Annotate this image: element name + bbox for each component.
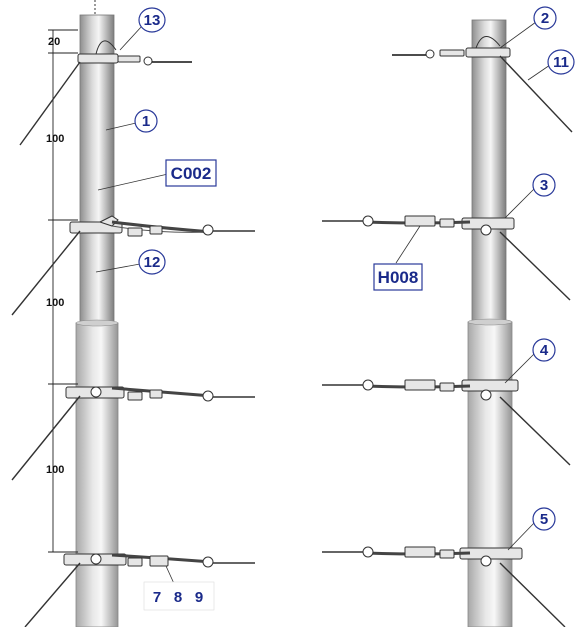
callout-7: 7 bbox=[153, 589, 161, 606]
right-pole bbox=[467, 19, 513, 627]
right-crossarm-2 bbox=[322, 379, 519, 401]
left-guy-wire-3 bbox=[24, 562, 81, 627]
label-box-c002: C002 bbox=[165, 159, 217, 187]
dimension-spacing-3: 100 bbox=[46, 464, 64, 476]
dimension-spacing-2: 100 bbox=[46, 297, 64, 309]
callout-1: 1 bbox=[134, 109, 158, 133]
svg-text:2: 2 bbox=[541, 10, 549, 27]
left-pole-joint bbox=[75, 319, 119, 327]
callout-4: 4 bbox=[532, 338, 556, 362]
right-top-bracket bbox=[392, 36, 511, 59]
right-pole-lower-section bbox=[467, 321, 513, 627]
left-guy-wire-2 bbox=[11, 395, 81, 481]
right-guy-wire-2 bbox=[499, 396, 571, 466]
right-guy-wire-3 bbox=[499, 562, 566, 627]
callout-13: 13 bbox=[138, 7, 166, 33]
label-box-h008: H008 bbox=[373, 263, 423, 291]
callout-11: 11 bbox=[547, 49, 575, 75]
callout-12: 12 bbox=[138, 249, 166, 275]
svg-text:4: 4 bbox=[540, 342, 549, 359]
svg-text:13: 13 bbox=[144, 12, 161, 29]
right-pole-joint bbox=[467, 318, 513, 326]
right-guy-wire-1 bbox=[499, 231, 571, 301]
left-crossarm-2 bbox=[65, 386, 255, 402]
right-crossarm-3 bbox=[322, 546, 523, 567]
callout-2: 2 bbox=[533, 6, 557, 30]
left-crossarm-3 bbox=[63, 553, 255, 568]
right-guy-wire-top bbox=[499, 55, 573, 133]
left-guy-wire-1 bbox=[11, 230, 81, 316]
dimension-top-offset: 20 bbox=[48, 36, 60, 48]
left-guy-wire-top bbox=[19, 61, 81, 146]
svg-text:11: 11 bbox=[553, 54, 569, 71]
dimension-spacing-1: 100 bbox=[46, 133, 64, 145]
left-top-bracket bbox=[77, 40, 192, 66]
svg-text:1: 1 bbox=[142, 113, 150, 130]
svg-text:3: 3 bbox=[540, 177, 548, 194]
svg-text:12: 12 bbox=[144, 254, 161, 271]
callout-5: 5 bbox=[532, 507, 556, 531]
left-pole bbox=[75, 14, 119, 627]
right-crossarm-1 bbox=[322, 215, 515, 236]
left-crossarm-1 bbox=[69, 215, 255, 237]
svg-text:H008: H008 bbox=[378, 268, 419, 287]
callout-3: 3 bbox=[532, 173, 556, 197]
callout-9: 9 bbox=[195, 589, 203, 606]
callout-8: 8 bbox=[174, 589, 182, 606]
svg-text:5: 5 bbox=[540, 511, 548, 528]
dimension-line bbox=[48, 0, 96, 553]
svg-text:C002: C002 bbox=[171, 164, 212, 183]
callout-group-7-8-9: 7 8 9 bbox=[143, 581, 215, 611]
right-pole-upper-section bbox=[471, 19, 507, 323]
left-pole-lower-section bbox=[75, 322, 119, 627]
